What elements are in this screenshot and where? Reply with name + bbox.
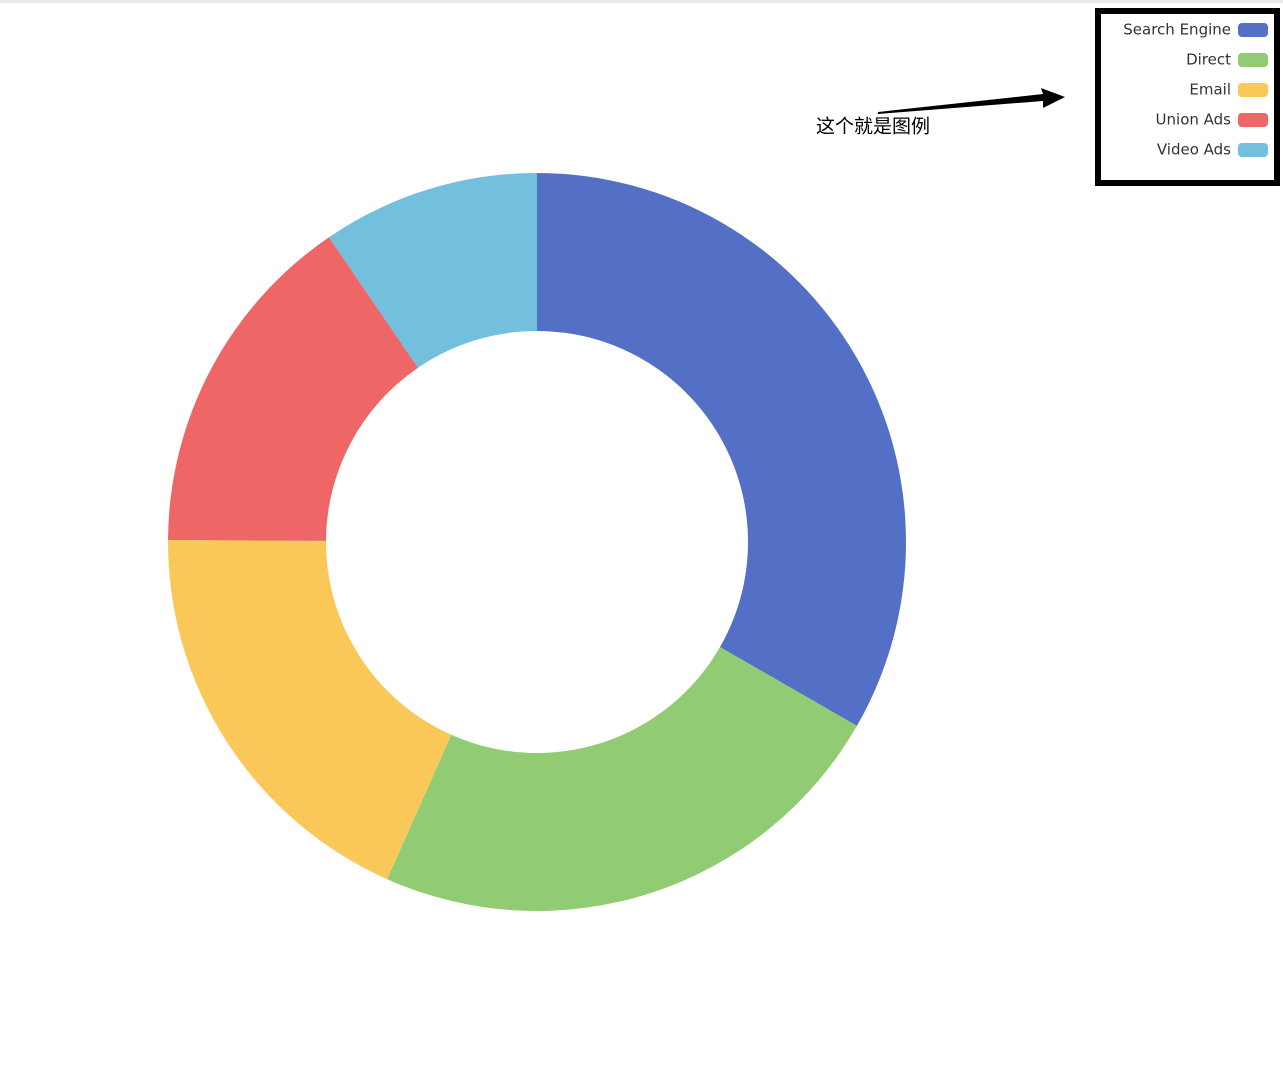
- legend-swatch[interactable]: [1238, 83, 1268, 97]
- legend-label[interactable]: Union Ads: [1156, 111, 1232, 129]
- top-border: [0, 0, 1283, 3]
- pie-slice: [328, 173, 537, 368]
- legend-swatch[interactable]: [1238, 143, 1268, 157]
- legend-label[interactable]: Video Ads: [1157, 141, 1231, 159]
- legend-swatch[interactable]: [1238, 53, 1268, 67]
- legend-label[interactable]: Search Engine: [1123, 21, 1231, 39]
- pie-slice: [387, 647, 857, 912]
- pie-slice: [168, 539, 452, 880]
- legend-label[interactable]: Email: [1189, 81, 1231, 99]
- legend-swatch[interactable]: [1238, 113, 1268, 127]
- legend-swatch[interactable]: [1238, 23, 1268, 37]
- annotation-arrow: [878, 88, 1065, 114]
- pie-slice: [537, 172, 907, 726]
- legend-label[interactable]: Direct: [1186, 51, 1231, 69]
- legend-highlight-box: [1095, 8, 1280, 186]
- annotation-text: 这个就是图例: [816, 116, 930, 138]
- pie-slice: [168, 237, 419, 541]
